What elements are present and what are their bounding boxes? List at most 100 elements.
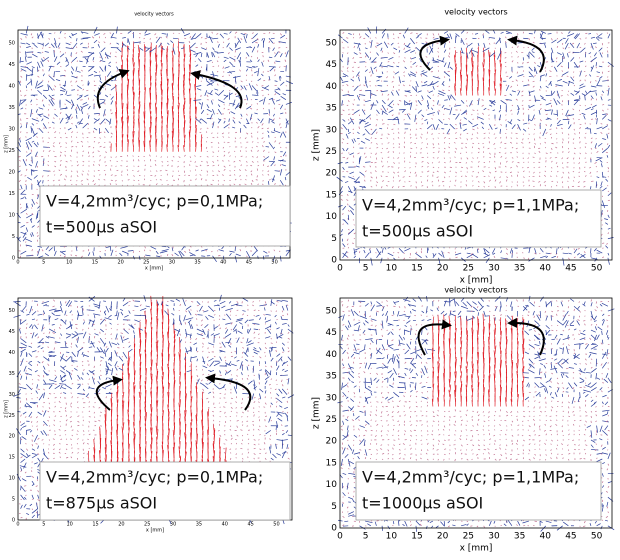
blue-vector (223, 94, 229, 97)
blue-vector (370, 40, 373, 48)
blue-vector (492, 109, 496, 112)
blue-vector (104, 156, 106, 159)
blue-vector (251, 46, 256, 53)
blue-vector (256, 122, 258, 124)
blue-vector (24, 471, 27, 474)
blue-vector (442, 57, 445, 62)
blue-vector (425, 41, 428, 44)
blue-vector (257, 43, 260, 48)
blue-vector (600, 210, 603, 218)
red-vector (182, 80, 185, 91)
blue-vector (596, 249, 603, 254)
blue-vector (204, 37, 207, 40)
blue-vector (179, 250, 185, 257)
blue-vector (489, 52, 496, 58)
blue-vector (370, 176, 373, 179)
blue-vector (47, 179, 50, 182)
blue-vector (274, 51, 279, 58)
blue-vector (223, 107, 225, 110)
blue-vector (410, 136, 412, 139)
blue-vector (94, 33, 100, 36)
red-vector (126, 117, 129, 129)
blue-vector (48, 354, 55, 357)
blue-vector (547, 117, 552, 120)
blue-vector (31, 300, 33, 302)
blue-vector (460, 175, 463, 177)
blue-vector (509, 76, 513, 79)
blue-vector (421, 84, 428, 87)
blue-vector (596, 71, 601, 73)
blue-vector (212, 37, 219, 40)
blue-vector (110, 112, 113, 115)
blue-vector (505, 84, 510, 91)
blue-vector (71, 66, 75, 71)
blue-vector (397, 36, 400, 39)
blue-vector (245, 156, 247, 158)
blue-vector (568, 124, 572, 130)
blue-vector (250, 149, 253, 152)
blue-vector (421, 185, 424, 187)
blue-vector (221, 174, 224, 176)
blue-vector (223, 94, 229, 100)
blue-vector (234, 255, 238, 263)
blue-vector (534, 152, 536, 155)
blue-vector (356, 71, 360, 77)
blue-vector (555, 162, 558, 164)
blue-vector (589, 171, 592, 174)
blue-vector (575, 90, 580, 96)
blue-vector (21, 478, 27, 482)
blue-vector (522, 112, 525, 115)
blue-vector (52, 438, 55, 440)
blue-vector (527, 46, 530, 49)
blue-vector (54, 160, 57, 163)
blue-vector (544, 66, 547, 69)
blue-vector (104, 127, 109, 134)
blue-vector (472, 123, 479, 128)
blue-vector (37, 313, 43, 316)
red-vector (166, 68, 168, 81)
blue-vector (274, 80, 278, 82)
blue-vector (52, 145, 55, 148)
blue-vector (223, 120, 226, 124)
red-vector (166, 134, 169, 143)
blue-vector (59, 250, 66, 256)
blue-vector (42, 73, 45, 77)
blue-vector (402, 176, 405, 178)
blue-vector (279, 33, 282, 36)
x-tick-label: 10 (66, 260, 72, 266)
blue-vector (42, 56, 45, 59)
blue-vector (110, 96, 114, 100)
blue-vector (607, 33, 611, 39)
blue-vector (562, 257, 565, 266)
blue-vector (549, 133, 552, 136)
blue-vector (222, 136, 225, 138)
blue-vector (355, 181, 360, 184)
blue-vector (562, 57, 565, 60)
blue-vector (353, 198, 356, 201)
blue-vector (102, 99, 106, 104)
blue-vector (43, 410, 47, 417)
red-vector (183, 134, 186, 143)
blue-vector (234, 150, 236, 153)
blue-vector (109, 183, 112, 186)
blue-vector (592, 42, 597, 45)
blue-vector (556, 100, 561, 105)
blue-vector (26, 151, 28, 153)
blue-vector (34, 370, 38, 373)
blue-vector (348, 176, 356, 180)
blue-vector (511, 71, 513, 73)
blue-vector (36, 397, 38, 399)
blue-vector (278, 117, 281, 119)
blue-vector (594, 143, 597, 149)
x-tick-label: 20 (117, 260, 123, 266)
blue-vector (263, 141, 266, 143)
blue-vector (342, 171, 344, 173)
blue-vector (454, 104, 462, 107)
blue-vector (476, 109, 479, 112)
blue-vector (411, 86, 417, 91)
blue-vector (426, 152, 429, 154)
blue-vector (195, 249, 199, 252)
blue-vector (403, 42, 405, 46)
blue-vector (602, 104, 605, 106)
blue-vector (404, 102, 412, 106)
